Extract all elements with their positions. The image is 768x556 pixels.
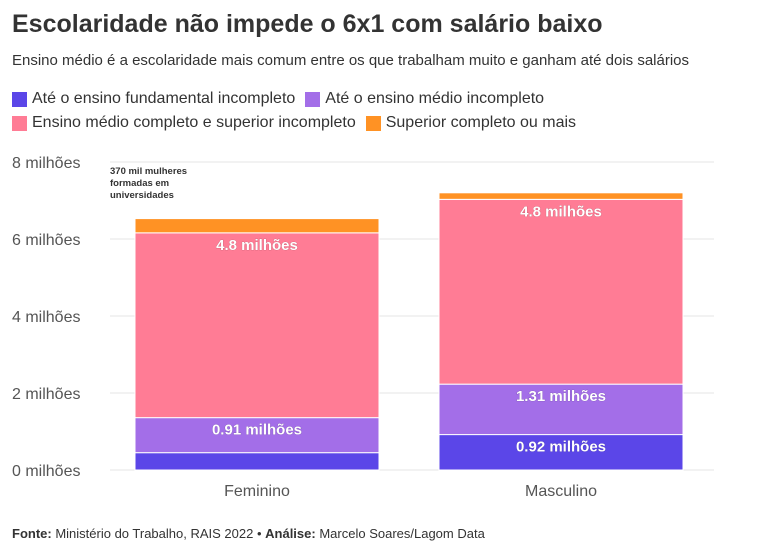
legend-label-medio-completo: Ensino médio completo e superior incompl… [32,114,356,131]
legend-swatch-medio-incompleto [305,91,321,107]
footer-source-label: Fonte: [12,526,52,541]
legend-row-2: Ensino médio completo e superior incompl… [12,114,762,132]
data-label-feminino-series-2: 4.8 milhões [216,237,298,254]
legend: Até o ensino fundamental incompleto Até … [12,90,762,138]
data-label-feminino-series-1: 0.91 milhões [212,422,302,439]
footer-analysis-label: Análise: [265,526,316,541]
legend-label-superior: Superior completo ou mais [385,114,577,131]
footer: Fonte: Ministério do Trabalho, RAIS 2022… [12,526,485,541]
y-tick-label-2: 4 milhões [12,309,80,326]
annotation-line-0: 370 mil mulheres [110,166,187,177]
stacked-bar-chart: 0 milhões 2 milhões 4 milhões 6 milhões 8 mi… [12,155,714,500]
bar-feminino-series-2 [134,232,380,419]
chart-title: Escolaridade não impede o 6x1 com salári… [12,10,603,38]
bar-feminino-series-3 [134,218,380,234]
x-tick-label-feminino: Feminino [224,483,290,500]
y-tick-label-4: 8 milhões [12,155,80,172]
bar-feminino-series-1 [134,417,380,454]
y-tick-label-3: 6 milhões [12,232,80,249]
annotation-line-2: universidades [110,190,174,201]
data-label-masculino-series-2: 4.8 milhões [520,203,602,220]
legend-row-1: Até o ensino fundamental incompleto Até … [12,90,762,108]
annotation-line-1: formadas em [110,178,169,189]
legend-label-fundamental: Até o ensino fundamental incompleto [32,90,296,107]
bar-masculino-series-3 [438,192,684,200]
y-tick-label-1: 2 milhões [12,386,80,403]
legend-swatch-fundamental [12,91,27,107]
legend-label-medio-incompleto: Até o ensino médio incompleto [325,90,545,107]
y-tick-label-0: 0 milhões [12,463,80,480]
legend-swatch-superior [365,115,381,131]
data-label-masculino-series-1: 1.31 milhões [516,388,606,405]
chart-subtitle: Ensino médio é a escolaridade mais comum… [12,52,690,69]
legend-item-medio-completo: Ensino médio completo e superior incompl… [12,114,356,132]
legend-item-medio-incompleto: Até o ensino médio incompleto [305,90,544,108]
bar-masculino-series-0 [438,434,684,471]
footer-source-text: Ministério do Trabalho, RAIS 2022 • [55,526,262,541]
bar-feminino-series-0 [134,452,380,471]
legend-swatch-medio-completo [12,115,27,131]
x-tick-label-masculino: Masculino [525,483,597,500]
legend-item-superior: Superior completo ou mais [365,114,577,132]
data-label-masculino-series-0: 0.92 milhões [516,439,606,456]
footer-analysis-text: Marcelo Soares/Lagom Data [319,526,485,541]
bar-masculino-series-2 [438,198,684,385]
legend-item-fundamental: Até o ensino fundamental incompleto [12,90,295,108]
